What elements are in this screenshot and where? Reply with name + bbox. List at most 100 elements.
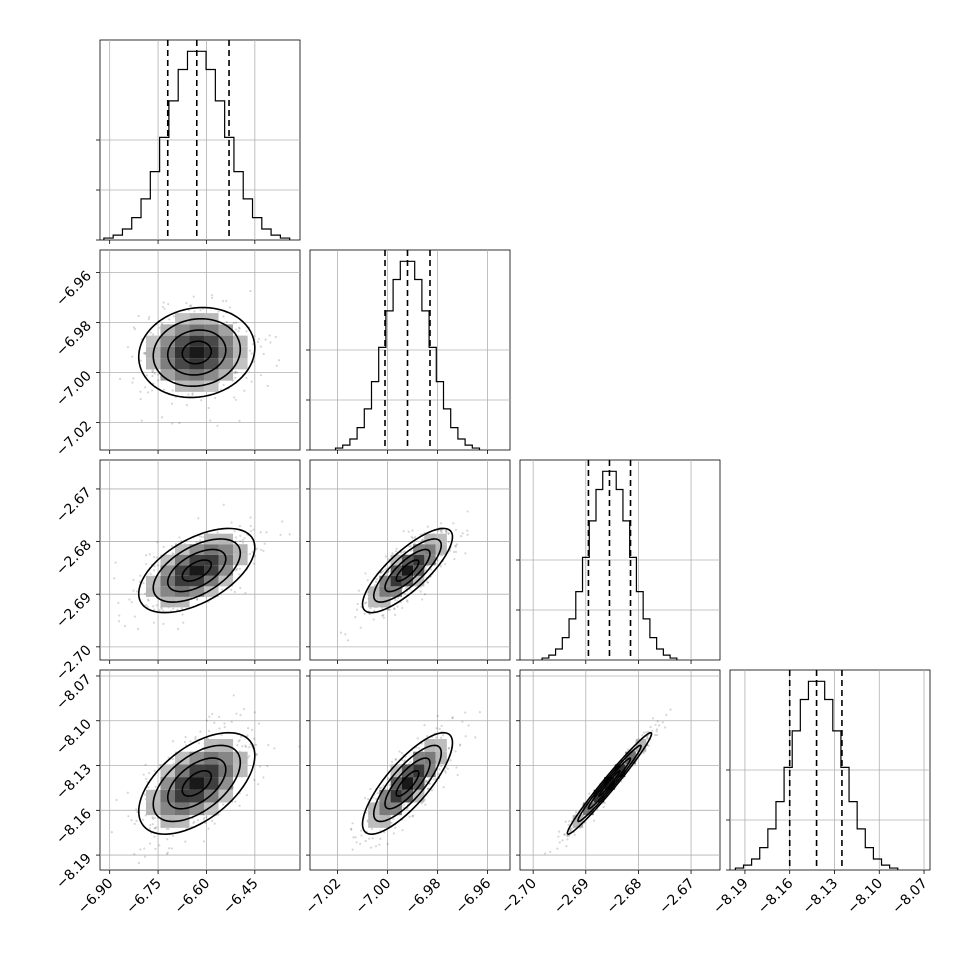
scatter-point xyxy=(570,827,573,830)
scatter-point xyxy=(118,377,122,380)
scatter-point xyxy=(239,586,242,589)
scatter-point xyxy=(406,600,409,603)
scatter-point xyxy=(279,533,282,536)
density-cell xyxy=(368,596,380,608)
scatter-point xyxy=(430,568,433,571)
scatter-point xyxy=(453,558,456,561)
scatter-point xyxy=(447,540,450,544)
scatter-point xyxy=(178,422,181,425)
density-cell xyxy=(175,751,190,765)
scatter-point xyxy=(228,306,231,309)
scatter-point xyxy=(396,605,399,608)
scatter-point xyxy=(363,796,367,800)
panel-a-a xyxy=(96,39,301,244)
density-cell xyxy=(204,554,219,566)
scatter-point xyxy=(407,530,410,533)
density-cell xyxy=(218,565,234,576)
scatter-point xyxy=(166,838,169,841)
scatter-point xyxy=(376,792,379,795)
scatter-point xyxy=(411,536,414,540)
scatter-point xyxy=(568,820,571,823)
scatter-point xyxy=(424,566,427,570)
scatter-point xyxy=(454,550,458,553)
scatter-point xyxy=(234,328,238,331)
scatter-point xyxy=(382,570,385,573)
scatter-point xyxy=(466,510,469,513)
scatter-point xyxy=(451,717,454,720)
scatter-point xyxy=(171,834,175,838)
scatter-point xyxy=(151,816,154,819)
scatter-point xyxy=(184,840,187,843)
panel-b-a: −7.02 −7.00 −6.98 −6.96 xyxy=(53,249,301,460)
scatter-point xyxy=(205,719,208,722)
scatter-point xyxy=(139,390,142,393)
scatter-point xyxy=(151,817,155,820)
scatter-point xyxy=(658,724,661,727)
scatter-point xyxy=(394,826,397,830)
density-cell xyxy=(413,777,425,790)
scatter-point xyxy=(249,524,252,528)
scatter-point xyxy=(455,543,458,546)
scatter-point xyxy=(257,337,260,341)
density-cell xyxy=(424,544,436,555)
density-cell xyxy=(175,358,190,370)
scatter-point xyxy=(567,823,570,826)
scatter-point xyxy=(461,720,464,723)
density-cell xyxy=(401,789,414,803)
scatter-point xyxy=(162,622,165,626)
scatter-point xyxy=(403,592,406,595)
scatter-point xyxy=(466,529,469,532)
scatter-point xyxy=(131,355,134,358)
panel-d-a: −8.19−8.16−8.13−8.10−8.07−6.90 −6.75 −6.60… xyxy=(53,669,301,917)
scatter-point xyxy=(444,771,447,774)
y-tick-label: −2.68 xyxy=(53,537,95,579)
scatter-point xyxy=(237,330,240,333)
density-cell xyxy=(401,777,414,790)
scatter-point xyxy=(162,545,165,549)
scatter-point xyxy=(155,556,158,559)
scatter-point xyxy=(144,592,147,595)
density-cell xyxy=(379,586,391,597)
density-cell xyxy=(401,554,414,566)
scatter-point xyxy=(626,748,630,751)
scatter-point xyxy=(369,607,372,610)
x-tick-label: −6.96 xyxy=(453,875,495,917)
scatter-point xyxy=(162,609,165,612)
scatter-point xyxy=(414,536,417,539)
scatter-point xyxy=(570,829,573,832)
scatter-point xyxy=(170,402,174,405)
y-tick-label: −2.69 xyxy=(53,590,95,632)
contour-line xyxy=(361,731,454,835)
scatter-point xyxy=(443,562,447,566)
contour-line xyxy=(166,329,227,376)
contour-line xyxy=(587,757,632,810)
scatter-point xyxy=(149,331,152,334)
scatter-point xyxy=(168,318,171,321)
scatter-point xyxy=(413,542,416,545)
density-cell xyxy=(189,789,205,803)
density-cell xyxy=(175,369,190,381)
scatter-point xyxy=(170,847,173,850)
scatter-point xyxy=(575,810,578,814)
scatter-point xyxy=(385,573,389,576)
scatter-point xyxy=(238,327,241,330)
scatter-point xyxy=(384,568,387,571)
scatter-point xyxy=(132,326,136,329)
y-tick-label: −8.16 xyxy=(53,806,95,848)
scatter-point xyxy=(145,374,148,377)
scatter-point xyxy=(439,554,442,557)
scatter-point xyxy=(281,520,284,523)
scatter-point xyxy=(230,521,233,524)
scatter-point xyxy=(194,737,197,741)
scatter-point xyxy=(178,536,181,539)
scatter-point xyxy=(350,827,353,830)
scatter-point xyxy=(176,627,180,631)
scatter-point xyxy=(199,309,202,312)
scatter-point xyxy=(439,565,443,568)
scatter-point xyxy=(645,737,648,740)
density-cell xyxy=(390,802,402,816)
density-cell xyxy=(413,764,425,778)
panel-c-b xyxy=(306,459,511,664)
scatter-point xyxy=(264,338,267,341)
